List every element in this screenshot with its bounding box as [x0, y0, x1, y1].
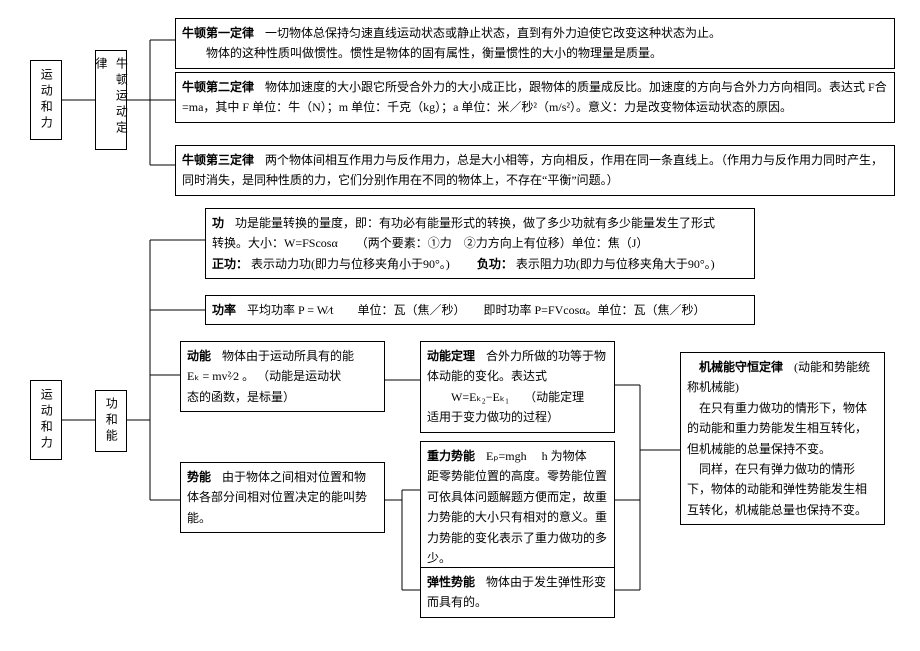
gonglv-title: 功率	[212, 303, 236, 317]
newton-laws-label: 牛顿运动定律	[95, 50, 127, 150]
zl-formula: Eₚ=mgh	[486, 449, 527, 463]
law1-line1: 一切物体总保持匀速直线运动状态或静止状态，直到有外力迫使它改变这种状态为止。	[265, 26, 721, 40]
law1-line2: 物体的这种性质叫做惯性。惯性是物体的固有属性，衡量惯性的大小的物理量是质量。	[206, 46, 662, 60]
newton-second-law: 牛顿第二定律 物体加速度的大小跟它所受合外力的大小成正比，跟物体的质量成反比。加…	[175, 72, 895, 123]
law1-title: 牛顿第一定律	[182, 26, 254, 40]
dndl-title: 动能定理	[427, 349, 475, 363]
dndl-l3: （动能定理	[524, 390, 584, 404]
gong-neg-text: 表示阻力功(即力与位移夹角大于90°。)	[516, 257, 715, 271]
dndl-formula: W=Eₖ₂−Eₖ₁	[451, 390, 509, 404]
gongneng-text: 功和能	[101, 397, 121, 445]
law3-title: 牛顿第三定律	[182, 153, 254, 167]
newton-first-law: 牛顿第一定律 一切物体总保持匀速直线运动状态或静止状态，直到有外力迫使它改变这种…	[175, 18, 895, 69]
kinetic-energy-box: 动能 物体由于运动所具有的能 Eₖ = mv²⁄2 。 （动能是运动状 态的函数…	[180, 341, 385, 412]
sn-title: 势能	[187, 470, 211, 484]
dndl-l4: 适用于变力做功的过程）	[427, 410, 559, 424]
law2-text: 物体加速度的大小跟它所受合外力的大小成正比，跟物体的质量成反比。加速度的方向与合…	[182, 80, 887, 114]
dn-title: 动能	[187, 349, 211, 363]
potential-energy-box: 势能 由于物体之间相对位置和物体各部分间相对位置决定的能叫势能。	[180, 462, 385, 533]
work-energy-label: 功和能	[95, 390, 127, 452]
dn-line1: 物体由于运动所具有的能	[222, 349, 354, 363]
root2-label: 运动和力	[36, 388, 56, 452]
gong-title: 功	[212, 216, 224, 230]
zl-hnote: h 为物体	[542, 449, 587, 463]
dndl-l2: 体动能的变化。表达式	[427, 369, 547, 383]
dn-line2: （动能是运动状	[257, 369, 341, 383]
law3-text: 两个物体间相互作用力与反作用力，总是大小相等，方向相反，作用在同一条直线上。（作…	[182, 153, 883, 187]
tx-title: 弹性势能	[427, 575, 475, 589]
power-box: 功率 平均功率 P = W⁄t 单位：瓦（焦／秒） 即时功率 P=FVcosα。…	[205, 295, 755, 325]
sn-text: 由于物体之间相对位置和物体各部分间相对位置决定的能叫势能。	[187, 470, 367, 525]
elastic-pe-box: 弹性势能 物体由于发生弹性形变而具有的。	[420, 567, 615, 618]
grav-pe-box: 重力势能 Eₚ=mgh h 为物体 距零势能位置的高度。零势能位置可依具体问题解…	[420, 441, 615, 573]
zl-title: 重力势能	[427, 449, 475, 463]
mech-energy-box: 机械能守恒定律 (动能和势能统称机械能) 在只有重力做功的情形下，物体的动能和重…	[680, 352, 885, 525]
gong-line2: 转换。大小：W=FScosα （两个要素：①力 ②力方向上有位移）单位：焦（J）	[212, 236, 648, 250]
ke-theorem-box: 动能定理 合外力所做的功等于物 体动能的变化。表达式 W=Eₖ₂−Eₖ₁ （动能…	[420, 341, 615, 433]
gonglv-text: 平均功率 P = W⁄t 单位：瓦（焦／秒） 即时功率 P=FVcosα。单位：…	[247, 303, 706, 317]
gong-pos-title: 正功：	[212, 257, 248, 271]
zl-text: 距零势能位置的高度。零势能位置可依具体问题解题方便而定，故重力势能的大小只有相对…	[427, 469, 607, 565]
jxn-p1: 在只有重力做功的情形下，物体的动能和重力势能发生相互转化，但机械能的总量保持不变…	[687, 401, 867, 456]
law2-title: 牛顿第二定律	[182, 80, 254, 94]
dndl-l1: 合外力所做的功等于物	[486, 349, 606, 363]
gong-line1: 功是能量转换的量度，即：有功必有能量形式的转换，做了多少功就有多少能量发生了形式	[235, 216, 715, 230]
root1-label: 运动和力	[36, 68, 56, 132]
newton-third-law: 牛顿第三定律 两个物体间相互作用力与反作用力，总是大小相等，方向相反，作用在同一…	[175, 145, 895, 196]
dn-line3: 态的函数，是标量）	[187, 390, 295, 404]
jxn-title: 机械能守恒定律	[699, 360, 783, 374]
newton-text: 牛顿运动定律	[91, 57, 132, 143]
root-motion-force-2: 运动和力	[30, 380, 62, 460]
dn-formula: Eₖ = mv²⁄2 。	[187, 369, 254, 383]
work-box: 功 功是能量转换的量度，即：有功必有能量形式的转换，做了多少功就有多少能量发生了…	[205, 208, 755, 279]
root-motion-force-1: 运动和力	[30, 60, 62, 140]
gong-neg-title: 负功：	[477, 257, 513, 271]
gong-pos-text: 表示动力功(即力与位移夹角小于90°。)	[251, 257, 450, 271]
jxn-p2: 同样，在只有弹力做功的情形下，物体的动能和弹性势能发生相互转化，机械能总量也保持…	[687, 462, 867, 517]
